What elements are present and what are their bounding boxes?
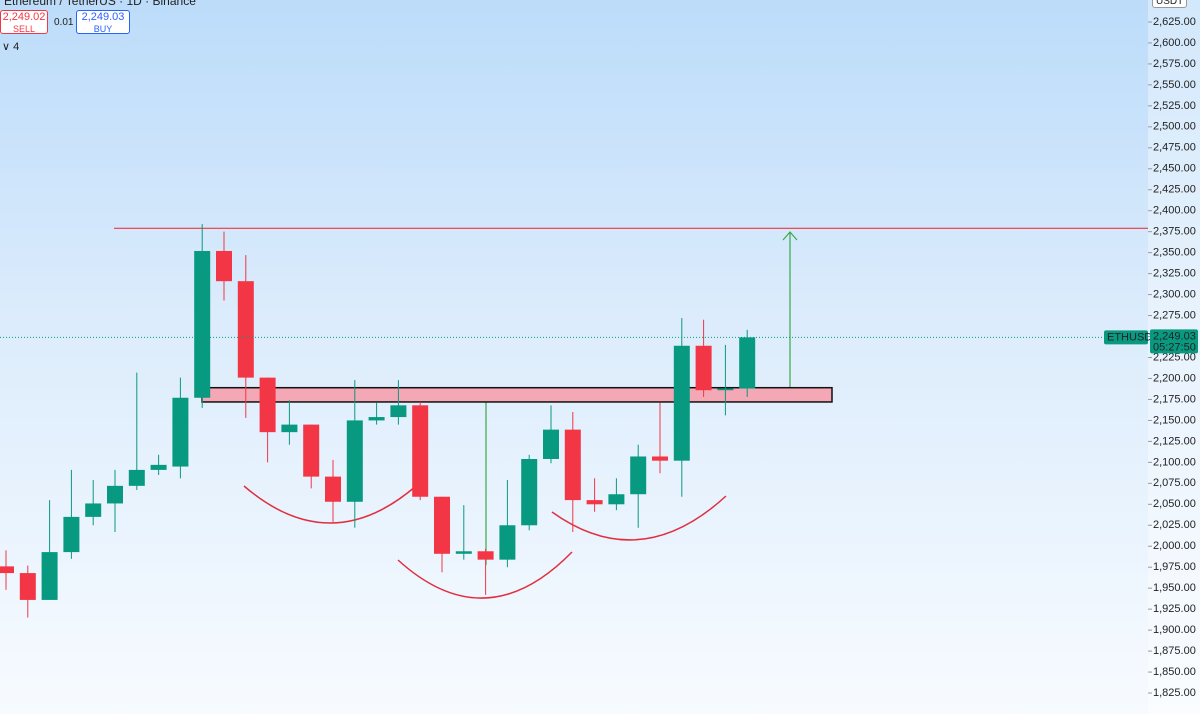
candle-body	[346, 420, 363, 502]
y-tick-label: 2,100.00	[1153, 456, 1196, 468]
candle-body	[368, 417, 385, 421]
y-tick-label: 2,325.00	[1153, 268, 1196, 280]
candle-body	[85, 503, 102, 517]
y-tick-label: 2,150.00	[1153, 414, 1196, 426]
sell-price: 2,249.02	[2, 11, 46, 23]
candle-body	[652, 456, 668, 461]
y-tick-label: 2,050.00	[1153, 498, 1196, 510]
y-tick-label: 2,125.00	[1153, 435, 1196, 447]
y-tick-label: 2,575.00	[1153, 58, 1196, 70]
candle-body	[259, 377, 276, 433]
y-tick-label: 2,500.00	[1153, 121, 1196, 133]
arrow	[782, 231, 798, 393]
y-tick-label: 1,925.00	[1153, 603, 1196, 615]
candle-body	[739, 337, 756, 389]
left-shoulder	[243, 485, 417, 524]
candle-body	[63, 516, 80, 553]
right-shoulder	[551, 495, 727, 541]
indicator-count: 4	[13, 41, 20, 53]
pattern-arcs	[243, 485, 727, 599]
candle-body	[172, 397, 189, 467]
candle-body	[390, 405, 407, 418]
candle-body	[281, 424, 298, 433]
candle-body	[564, 429, 581, 501]
y-tick-label: 2,025.00	[1153, 519, 1196, 531]
head	[397, 551, 573, 599]
y-tick-label: 2,450.00	[1153, 163, 1196, 175]
price-tag-label: 2,249.03	[1153, 330, 1196, 342]
y-tick-label: 2,200.00	[1153, 372, 1196, 384]
candle-body	[673, 345, 690, 461]
buy-price: 2,249.03	[81, 11, 125, 23]
candle-body	[150, 464, 167, 470]
candle-body	[499, 525, 516, 560]
y-tick-label: 2,475.00	[1153, 142, 1196, 154]
indicators-toggle[interactable]: ∨ 4	[2, 41, 20, 53]
candle-body	[586, 500, 603, 505]
candle-body	[107, 485, 123, 504]
candle-body	[477, 551, 494, 560]
candle-body	[325, 476, 341, 502]
price-axis-bg	[1148, 0, 1200, 714]
sell-label: SELL	[12, 24, 36, 34]
y-tick-label: 2,300.00	[1153, 288, 1196, 300]
y-tick-label: 1,950.00	[1153, 582, 1196, 594]
countdown: 05:27:50	[1153, 341, 1196, 353]
candle-body	[521, 459, 538, 526]
candle-body	[216, 250, 232, 282]
y-tick-label: 2,175.00	[1153, 393, 1196, 405]
y-tick-label: 2,375.00	[1153, 226, 1196, 238]
y-tick-label: 2,225.00	[1153, 351, 1196, 363]
y-tick-label: 2,275.00	[1153, 309, 1196, 321]
candle-body	[194, 250, 211, 398]
candle-body	[412, 405, 429, 497]
y-tick-label: 1,825.00	[1153, 687, 1196, 699]
support-zone	[201, 386, 833, 403]
candle-body	[237, 281, 254, 378]
candle-body	[543, 429, 559, 459]
candle-body	[303, 424, 320, 477]
candle-body	[695, 345, 712, 391]
candle-body	[717, 388, 734, 391]
symbol-tag-label: ETHUSDT	[1107, 331, 1159, 343]
y-tick-label: 1,850.00	[1153, 666, 1196, 678]
y-tick-label: 2,400.00	[1153, 205, 1196, 217]
arrow	[479, 392, 493, 565]
y-tick-label: 2,550.00	[1153, 79, 1196, 91]
symbol-tag	[1104, 330, 1148, 345]
y-tick-label: 2,350.00	[1153, 247, 1196, 259]
candle-body	[630, 456, 647, 495]
y-tick-label: 2,075.00	[1153, 477, 1196, 489]
candle-body	[434, 496, 450, 554]
y-tick-label: 2,425.00	[1153, 184, 1196, 196]
y-tick-label: 2,000.00	[1153, 540, 1196, 552]
price-tag	[1150, 329, 1198, 354]
y-tick-label: 2,625.00	[1153, 16, 1196, 28]
candle-body	[19, 573, 36, 600]
y-tick-label: 1,900.00	[1153, 624, 1196, 636]
y-tick-label: 2,600.00	[1153, 37, 1196, 49]
candle-body	[41, 552, 58, 600]
candle-body	[0, 566, 14, 574]
candle-body	[455, 551, 472, 554]
spread: 0.01	[54, 17, 74, 28]
candle-body	[608, 494, 625, 505]
buy-label: BUY	[93, 24, 113, 34]
candle-body	[128, 469, 145, 486]
currency-select[interactable]: USDT	[1152, 0, 1188, 8]
symbol-title: Ethereum / TetherUS · 1D · Binance	[4, 0, 196, 8]
y-tick-label: 2,525.00	[1153, 100, 1196, 112]
y-tick-label: 1,975.00	[1153, 561, 1196, 573]
sell-button[interactable]: 2,249.02 SELL	[0, 10, 48, 34]
buy-button[interactable]: 2,249.03 BUY	[76, 10, 130, 34]
y-tick-label: 1,875.00	[1153, 645, 1196, 657]
